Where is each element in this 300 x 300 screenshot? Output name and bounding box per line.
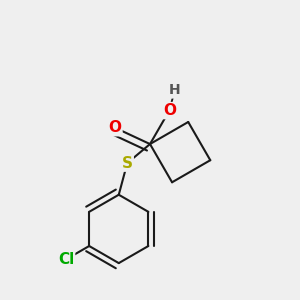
Text: S: S <box>122 156 133 171</box>
Text: H: H <box>169 83 181 98</box>
Text: Cl: Cl <box>58 252 74 267</box>
Text: O: O <box>163 103 176 118</box>
Text: O: O <box>109 120 122 135</box>
